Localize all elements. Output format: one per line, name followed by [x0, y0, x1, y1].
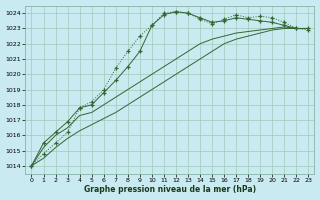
X-axis label: Graphe pression niveau de la mer (hPa): Graphe pression niveau de la mer (hPa): [84, 185, 256, 194]
